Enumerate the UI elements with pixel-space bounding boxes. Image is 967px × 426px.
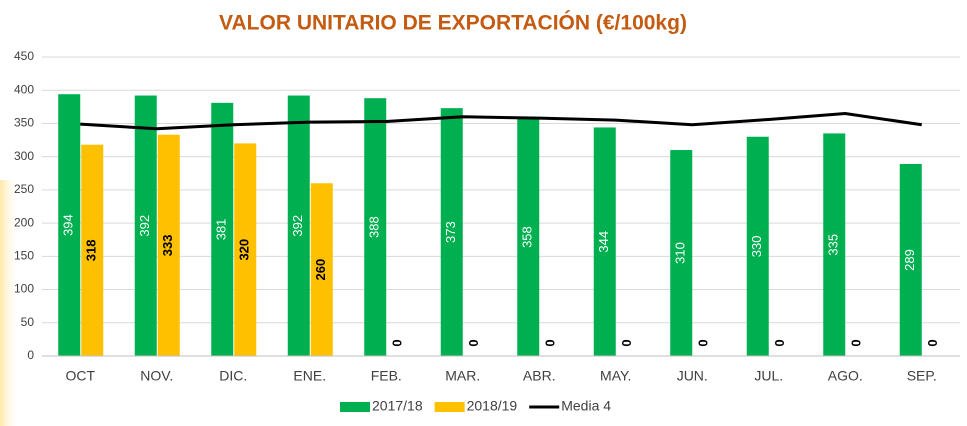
line <box>80 111 922 131</box>
data-label: 344 <box>596 231 611 253</box>
data-label: 0 <box>466 339 481 346</box>
x-tick-label: MAR. <box>445 368 480 384</box>
chart-title: VALOR UNITARIO DE EXPORTACIÓN (€/100kg) <box>219 11 687 35</box>
data-label: 0 <box>390 339 405 346</box>
bar <box>234 143 257 356</box>
x-tick-label: AGO. <box>828 368 863 384</box>
bar <box>157 134 180 356</box>
data-label: 330 <box>749 236 764 258</box>
data-label: 333 <box>160 235 175 257</box>
data-label: 335 <box>826 234 841 256</box>
data-label: 260 <box>313 259 328 281</box>
data-label: 392 <box>137 215 152 237</box>
bar <box>517 118 540 356</box>
y-tick-label: 350 <box>14 116 34 130</box>
y-tick-label: 100 <box>14 282 34 296</box>
bar <box>134 95 157 356</box>
bar <box>58 94 81 356</box>
data-label: 394 <box>61 214 76 236</box>
x-tick-label: JUL. <box>754 368 783 384</box>
bar <box>593 127 616 356</box>
data-label: 0 <box>543 339 558 346</box>
y-tick-label: 0 <box>27 348 34 362</box>
y-tick-label: 200 <box>14 215 34 229</box>
legend-swatch <box>434 402 465 412</box>
x-tick-label: MAY. <box>600 368 631 384</box>
bar <box>211 102 234 356</box>
legend-label: Media 4 <box>561 398 611 414</box>
x-tick-label: JUN. <box>677 368 708 384</box>
bar <box>364 98 387 356</box>
data-label: 0 <box>696 339 711 346</box>
bar <box>899 163 922 356</box>
legend-label: 2017/18 <box>372 398 423 414</box>
x-tick-label: DIC. <box>219 368 247 384</box>
data-label: 318 <box>84 240 99 262</box>
x-tick-label: OCT <box>65 368 95 384</box>
x-tick-label: SEP. <box>907 368 937 384</box>
legend-label: 2018/19 <box>467 398 518 414</box>
data-label: 0 <box>849 339 864 346</box>
x-tick-label: NOV. <box>140 368 173 384</box>
data-label: 0 <box>772 339 787 346</box>
x-tick-label: ABR. <box>523 368 556 384</box>
data-label: 381 <box>214 219 229 241</box>
y-tick-label: 250 <box>14 182 34 196</box>
bar <box>81 144 104 356</box>
x-tick-label: FEB. <box>371 368 402 384</box>
data-label: 388 <box>367 216 382 238</box>
decoration <box>0 180 20 426</box>
y-tick-label: 150 <box>14 249 34 263</box>
data-label: 289 <box>902 249 917 271</box>
y-tick-label: 300 <box>14 149 34 163</box>
bar <box>823 133 846 356</box>
x-tick-label: ENE. <box>293 368 326 384</box>
data-label: 373 <box>443 221 458 243</box>
bar <box>287 95 310 356</box>
legend-swatch <box>340 402 370 412</box>
data-label: 392 <box>290 215 305 237</box>
y-tick-label: 50 <box>21 315 35 329</box>
data-label: 0 <box>619 339 634 346</box>
data-label: 310 <box>673 242 688 264</box>
data-label: 0 <box>925 339 940 346</box>
bar <box>440 108 463 356</box>
y-tick-label: 450 <box>14 49 34 63</box>
bar <box>670 150 693 356</box>
data-label: 320 <box>237 239 252 261</box>
data-label: 358 <box>520 226 535 248</box>
bar <box>746 136 769 356</box>
bar <box>310 183 333 356</box>
y-tick-label: 400 <box>14 82 34 96</box>
